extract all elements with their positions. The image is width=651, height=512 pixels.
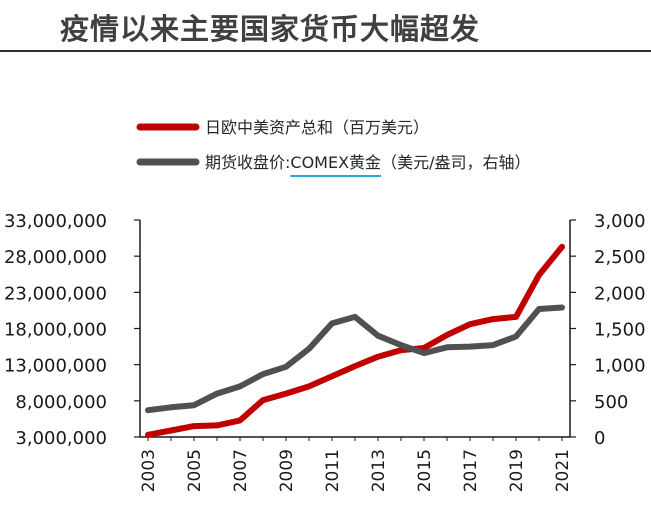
right-y-tick-label: 3,000 [594,211,646,232]
right-y-tick-label: 0 [594,428,605,449]
page-title: 疫情以来主要国家货币大幅超发 [60,12,481,46]
x-tick-label: 2015 [415,449,435,492]
x-tick-label: 2011 [323,449,343,492]
left-y-tick-label: 18,000,000 [4,320,107,341]
right-y-tick-labels: 0 500 1,000 1,500 2,000 2,500 3,000 [570,211,646,449]
series-layer [145,243,565,438]
x-tick-label: 2013 [369,449,389,492]
left-y-tick-label: 8,000,000 [15,392,107,413]
x-tick-label: 2021 [553,449,573,492]
left-y-tick-label: 3,000,000 [15,428,107,449]
series-line-gold [145,304,565,414]
legend-label-gold-highlight: COMEX黄金 [290,153,381,172]
right-y-tick-label: 1,000 [594,356,646,377]
legend-label-gold-prefix: 期货收盘价: [205,153,290,172]
legend-label-assets: 日欧中美资产总和（百万美元） [205,118,429,137]
x-tick-label: 2007 [231,449,251,492]
chart-axes [139,220,571,438]
x-tick-labels: 2003 2005 2007 2009 2011 2013 2015 2017 2019 2021 [139,437,573,492]
left-y-tick-label: 33,000,000 [4,211,107,232]
left-y-tick-label: 13,000,000 [4,356,107,377]
x-tick-label: 2019 [507,449,527,492]
right-y-tick-label: 2,000 [594,283,646,304]
left-y-tick-labels: 3,000,000 8,000,000 13,000,000 18,000,000 23… [4,211,140,449]
right-y-tick-label: 1,500 [594,320,646,341]
legend-label-gold-suffix: （美元/盎司，右轴） [381,153,530,172]
x-tick-label: 2009 [277,449,297,492]
right-y-tick-label: 500 [594,392,628,413]
left-y-tick-label: 28,000,000 [4,247,107,268]
legend-label-gold: 期货收盘价:COMEX黄金（美元/盎司，右轴） [205,153,530,172]
title-divider [0,50,651,52]
right-y-tick-label: 2,500 [594,247,646,268]
x-tick-label: 2003 [139,449,159,492]
chart-legend: 日欧中美资产总和（百万美元） 期货收盘价:COMEX黄金（美元/盎司，右轴） [136,118,530,177]
x-tick-label: 2005 [185,449,205,492]
left-y-tick-label: 23,000,000 [4,283,107,304]
x-tick-label: 2017 [461,449,481,492]
